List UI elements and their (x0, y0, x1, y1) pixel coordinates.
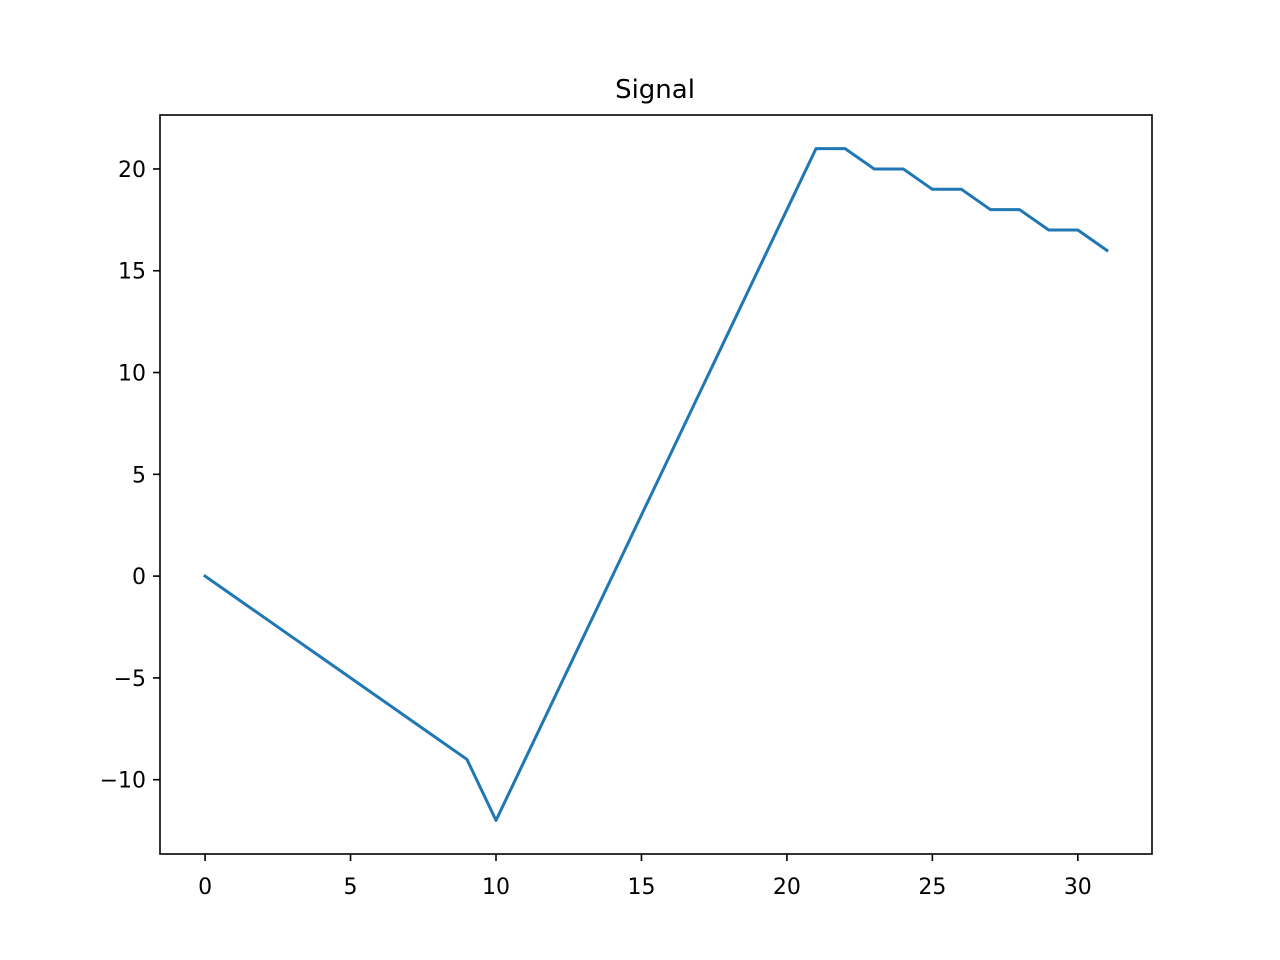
y-tick-label: −5 (114, 667, 146, 692)
x-tick-label: 0 (198, 875, 212, 900)
y-tick-label: 5 (132, 463, 146, 488)
y-tick-label: 10 (118, 362, 146, 387)
axes: 0 5 10 15 20 25 30 −10 −5 0 5 10 15 20 (100, 158, 1092, 900)
chart-title: Signal (615, 75, 695, 105)
y-tick-label: 20 (118, 158, 146, 183)
series-line-0 (203, 147, 1109, 822)
x-tick-label: 25 (918, 875, 946, 900)
x-tick-label: 5 (344, 875, 358, 900)
x-tick-label: 20 (773, 875, 801, 900)
x-tick-label: 30 (1064, 875, 1092, 900)
y-tick-label: 15 (118, 260, 146, 285)
x-tick-label: 10 (482, 875, 510, 900)
y-tick-label: −10 (100, 769, 146, 794)
y-tick-label: 0 (132, 565, 146, 590)
x-tick-label: 15 (627, 875, 655, 900)
axes-frame (159, 114, 1153, 855)
plot-area (203, 147, 1109, 822)
